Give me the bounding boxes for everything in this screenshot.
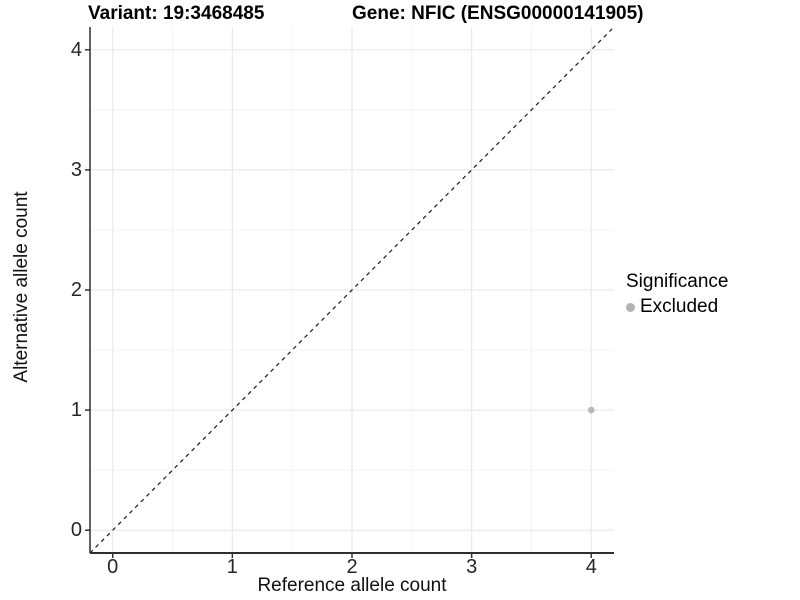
x-tick-label: 0 [107, 556, 119, 578]
data-point [587, 406, 595, 414]
plot-canvas [85, 26, 615, 558]
plot-title-variant: Variant: 19:3468485 [88, 3, 265, 24]
y-tick-label: 3 [70, 158, 82, 181]
y-tick-label: 4 [70, 38, 82, 61]
plot-panel [85, 26, 615, 558]
legend-entry-excluded: Excluded [626, 296, 728, 318]
y-tick-label: 1 [70, 399, 82, 422]
y-tick-label: 0 [70, 519, 82, 542]
x-axis-title: Reference allele count [257, 575, 447, 596]
x-tick-label: 1 [226, 556, 238, 578]
x-tick-label: 4 [585, 556, 597, 578]
x-tick-label: 3 [466, 556, 478, 578]
y-tick-label: 2 [70, 279, 82, 301]
plot-title-gene: Gene: NFIC (ENSG00000141905) [352, 3, 644, 24]
legend-entry-label: Excluded [640, 296, 719, 317]
identity-line [89, 26, 615, 554]
y-axis-title: Alternative allele count [11, 191, 32, 383]
x-tick-label: 2 [346, 556, 358, 578]
legend-point-icon [626, 302, 635, 312]
legend: Significance Excluded [626, 271, 728, 318]
legend-title: Significance [626, 271, 729, 292]
